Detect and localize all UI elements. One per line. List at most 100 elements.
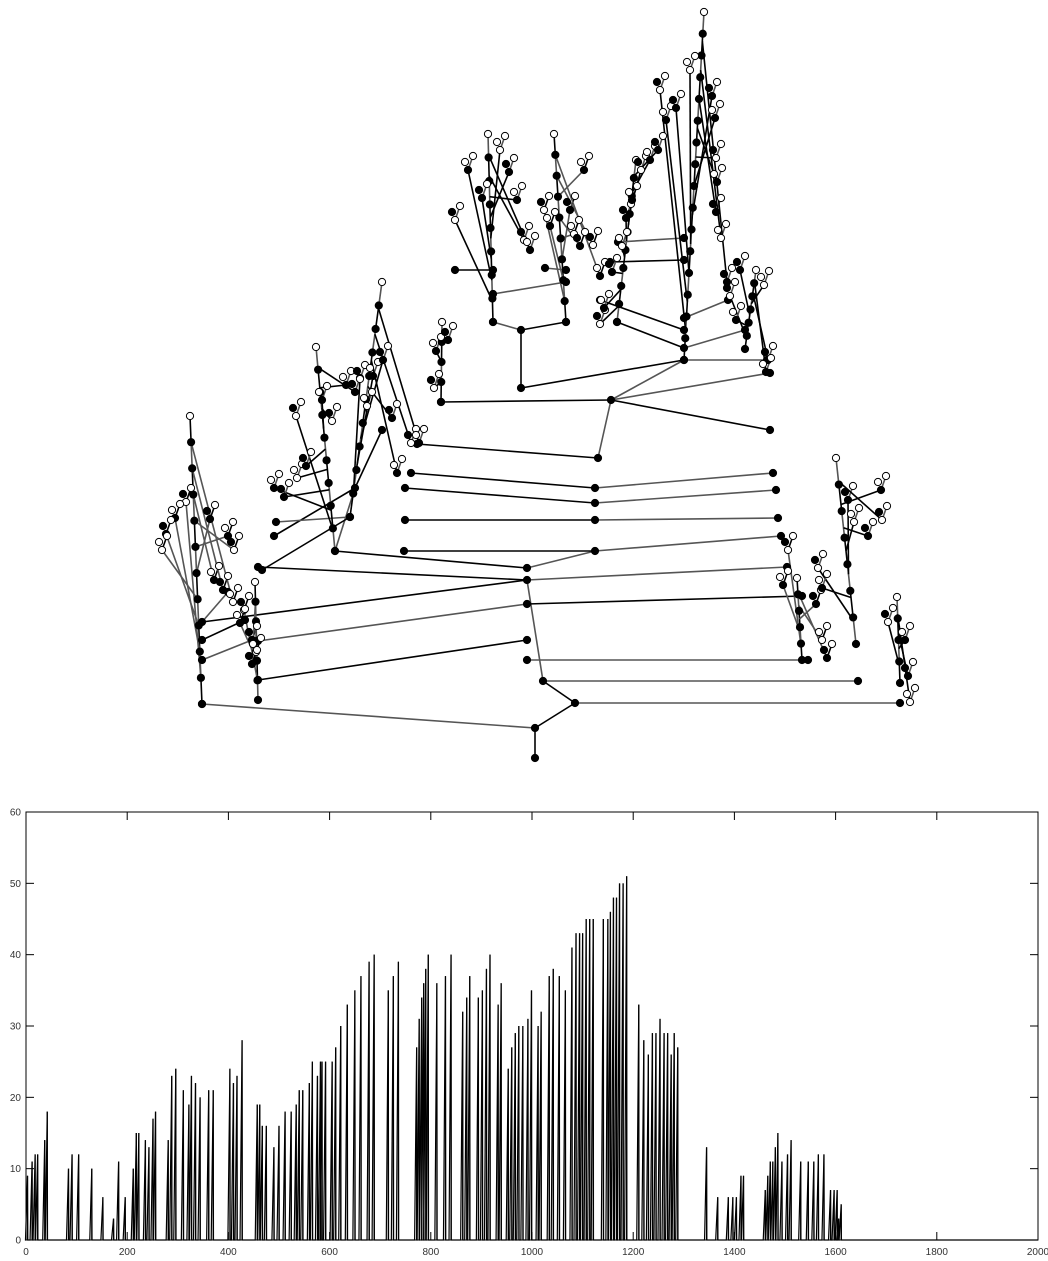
tree-internal-node: [876, 485, 886, 495]
tree-leaf-node: [758, 359, 768, 369]
tree-internal-node: [384, 405, 394, 415]
tree-internal-node: [698, 29, 707, 38]
tree-internal-node: [849, 613, 858, 622]
tree-internal-node: [194, 621, 203, 630]
tree-leaf-node: [483, 129, 493, 139]
tree-edge: [190, 442, 193, 469]
tree-internal-node: [679, 325, 689, 335]
tree-leaf-node: [892, 592, 902, 602]
tree-leaf-node: [383, 341, 393, 351]
tree-leaf-node: [614, 233, 624, 243]
tree-leaf-node: [584, 151, 594, 161]
tree-internal-node: [811, 599, 821, 609]
tree-internal-node: [560, 297, 569, 306]
tree-internal-node: [555, 213, 564, 222]
tree-edge: [201, 639, 253, 661]
tree-leaf-node: [266, 475, 276, 485]
tree-internal-node: [710, 113, 720, 123]
tree-leaf-node: [813, 563, 823, 573]
tree-leaf-node: [517, 181, 527, 191]
tree-internal-node: [352, 465, 361, 475]
tree-leaf-node: [676, 89, 686, 99]
tree-internal-node: [556, 234, 565, 243]
tree-internal-node: [318, 410, 327, 420]
tree-internal-node: [773, 513, 783, 523]
tree-leaf-node: [768, 341, 778, 351]
tree-leaf-node: [377, 277, 387, 287]
y-tick-label: 60: [10, 808, 22, 819]
tree-edge: [557, 169, 585, 198]
tree-internal-node: [722, 283, 732, 293]
tree-leaf-node: [332, 402, 342, 412]
tree-leaf-node: [311, 342, 321, 352]
tree-internal-node: [744, 318, 753, 327]
tree-edge: [616, 321, 685, 349]
tree-edge: [410, 472, 596, 489]
tree-leaf-node: [660, 71, 670, 81]
tree-leaf-node: [175, 499, 185, 509]
tree-edge: [201, 591, 229, 623]
tree-edge: [683, 329, 746, 349]
tree-internal-node: [604, 259, 614, 269]
tree-leaf-node: [854, 503, 864, 513]
tree-internal-node: [488, 317, 498, 327]
tree-edge: [273, 487, 356, 537]
tree-internal-node: [682, 312, 691, 321]
tree-internal-node: [522, 563, 532, 573]
tree-internal-node: [440, 327, 450, 337]
tree-edge: [201, 579, 528, 623]
tree-internal-node: [903, 671, 913, 681]
tree-leaf-node: [338, 372, 348, 382]
x-tick-label: 1000: [521, 1247, 544, 1258]
tree-internal-node: [590, 498, 600, 508]
tree-leaf-node: [682, 57, 692, 67]
tree-internal-node: [191, 542, 200, 552]
tree-internal-node: [750, 279, 759, 288]
tree-leaf-node: [411, 430, 421, 440]
tree-internal-node: [681, 334, 690, 343]
tree-leaf-node: [234, 531, 244, 541]
tree-internal-node: [540, 263, 550, 273]
tree-internal-node: [708, 199, 718, 209]
tree-internal-node: [742, 331, 751, 340]
tree-edge: [275, 516, 351, 523]
tree-edge: [610, 399, 771, 431]
tree-leaf-node: [715, 99, 725, 109]
tree-leaf-node: [624, 187, 634, 197]
tree-leaf-node: [759, 280, 769, 290]
tree-leaf-node: [244, 591, 254, 601]
tree-leaf-node: [289, 465, 299, 475]
tree-internal-node: [895, 678, 905, 688]
tree-internal-node: [350, 387, 360, 397]
tree-internal-node: [235, 618, 245, 628]
tree-internal-node: [516, 383, 526, 393]
tree-internal-node: [900, 663, 910, 673]
tree-internal-node: [486, 223, 495, 233]
tree-leaf-node: [612, 253, 622, 263]
tree-leaf-node: [314, 387, 324, 397]
tree-leaf-node: [592, 263, 602, 273]
tree-edge: [594, 489, 777, 504]
tree-internal-node: [403, 430, 413, 440]
tree-internal-node: [794, 606, 804, 615]
tree-edge: [821, 587, 852, 599]
tree-internal-node: [485, 200, 494, 209]
tree-internal-node: [443, 335, 453, 345]
tree-internal-node: [195, 647, 204, 656]
tree-internal-node: [375, 347, 385, 357]
tree-internal-node: [516, 325, 526, 335]
tree-internal-node: [269, 483, 279, 493]
tree-edge: [526, 595, 803, 605]
tree-leaf-node: [530, 231, 540, 241]
tree-internal-node: [731, 315, 741, 325]
tree-leaf-node: [550, 207, 560, 217]
tree-internal-node: [279, 492, 289, 502]
tree-internal-node: [606, 395, 616, 405]
tree-leaf-node: [232, 610, 242, 620]
tree-edge: [852, 617, 857, 645]
tree-internal-node: [696, 73, 705, 82]
tree-internal-node: [893, 614, 902, 623]
tree-nodes: [154, 7, 920, 763]
y-tick-label: 20: [10, 1093, 22, 1104]
tree-leaf-node: [252, 645, 262, 655]
